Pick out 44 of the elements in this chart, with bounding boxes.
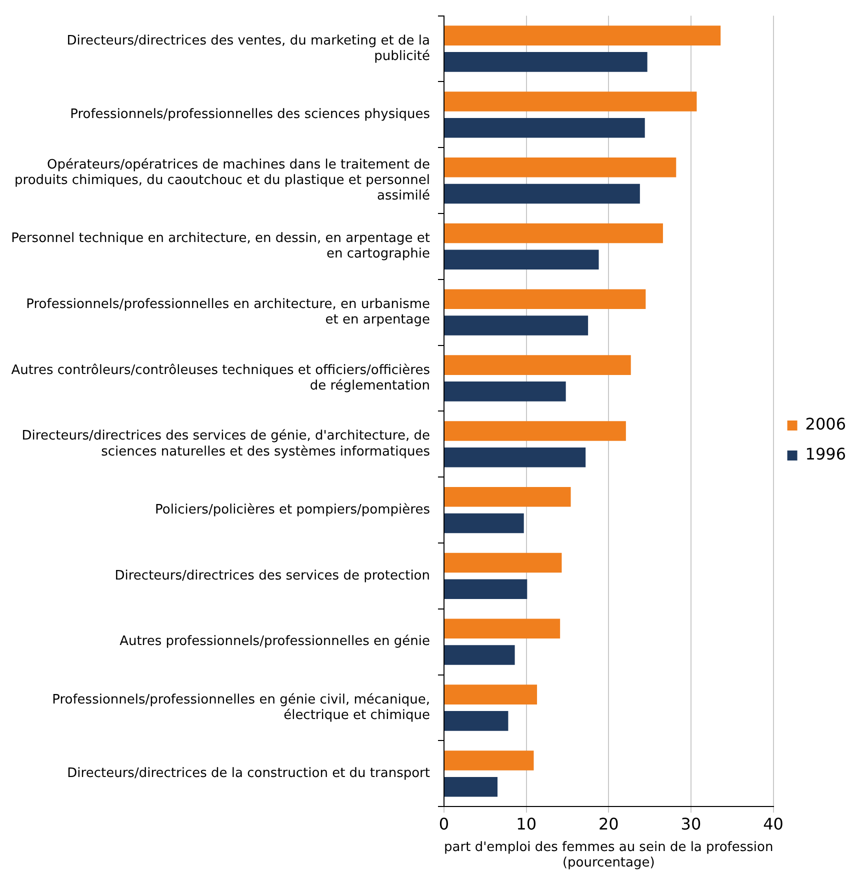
bar <box>444 223 663 244</box>
x-tick-label: 0 <box>438 814 450 834</box>
y-tick-label: Autres professionnels/professionnelles en génie <box>120 634 430 650</box>
bar <box>444 382 566 402</box>
bar <box>444 184 640 204</box>
bar <box>444 52 648 72</box>
bar <box>444 118 645 138</box>
bar <box>444 486 571 507</box>
y-tick-label: Directeurs/directrices des services de génie, d'architecture, de sciences naturelles et des systèmes informatiques <box>22 428 430 460</box>
x-tick-label: 40 <box>763 814 784 834</box>
legend-label: 1996 <box>805 444 846 464</box>
y-tick-label: Personnel technique en architecture, en dessin, en arpentage et en cartographie <box>11 231 430 262</box>
legend-label: 2006 <box>805 414 846 434</box>
y-tick-label: Professionnels/professionnelles en architecture, en urbanisme et en arpentage <box>26 296 430 328</box>
bar <box>444 289 646 310</box>
y-tick-label: Policiers/policières et pompiers/pompières <box>155 502 430 518</box>
bar <box>444 711 508 731</box>
x-axis-title: part d'emploi des femmes au sein de la profession (pourcentage) <box>444 840 774 871</box>
x-tick-label: 20 <box>598 814 619 834</box>
y-tick-label: Professionnels/professionnelles des sciences physiques <box>70 107 430 122</box>
y-tick-label: Directeurs/directrices de la construction et du transport <box>67 766 430 782</box>
y-tick-label: Directeurs/directrices des services de protection <box>114 568 430 584</box>
x-tick-label: 30 <box>680 814 702 834</box>
bar <box>444 447 586 468</box>
bar <box>444 421 626 441</box>
y-tick-label: Professionnels/professionnelles en génie civil, mécanique, électrique et chimique <box>52 692 430 723</box>
y-tick-label: Autres contrôleurs/contrôleuses techniques et officiers/officières de réglementation <box>11 362 430 394</box>
bar <box>444 355 631 375</box>
y-tick-label: Directeurs/directrices des ventes, du marketing et de la publicité <box>66 33 430 64</box>
bar <box>444 316 588 336</box>
y-tick-label: Opérateurs/opératrices de machines dans le traitement de produits chimiques, du caoutchouc et du plastique et personnel assimilé <box>14 157 430 204</box>
bar <box>444 579 528 600</box>
bar <box>444 92 697 112</box>
bar <box>444 157 676 178</box>
bar <box>444 750 534 770</box>
bar <box>444 684 538 704</box>
bar <box>444 552 562 573</box>
bar <box>444 776 498 797</box>
bar <box>444 26 721 46</box>
bar <box>444 645 515 665</box>
bar <box>444 250 599 270</box>
bar <box>444 618 560 639</box>
x-tick-label: 10 <box>516 814 536 834</box>
bar <box>444 513 524 534</box>
